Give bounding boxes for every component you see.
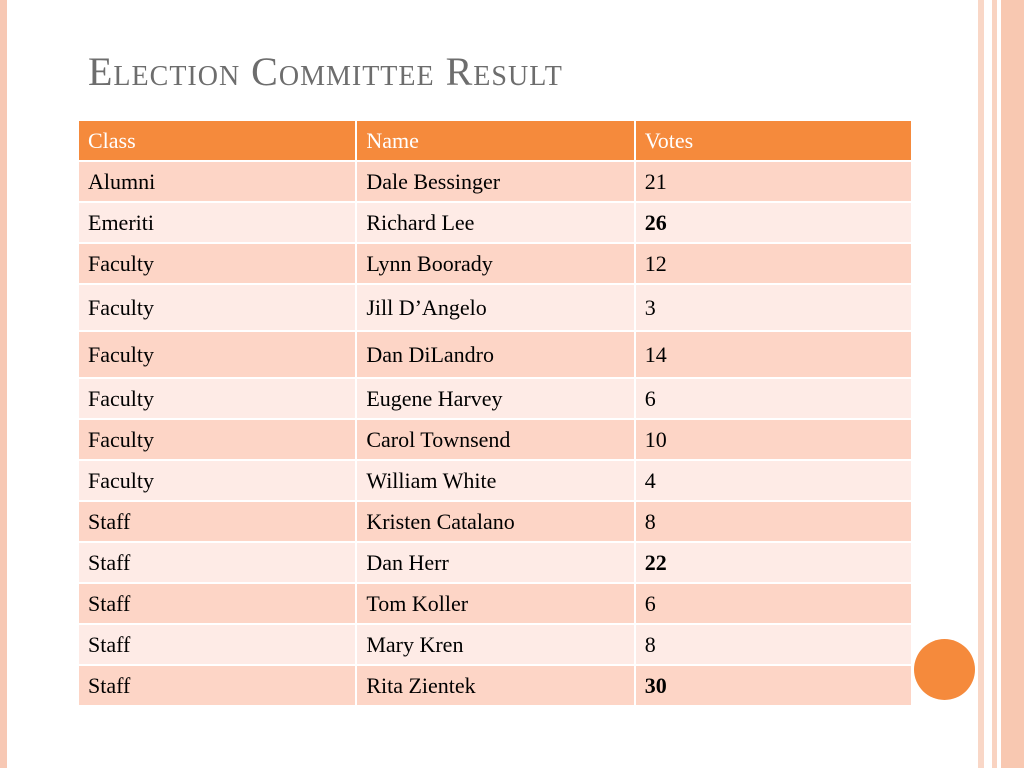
slide-title: Election Committee Result <box>88 49 563 94</box>
table-row: Staff Mary Kren 8 <box>76 623 914 666</box>
cell-name: Kristen Catalano <box>355 500 636 543</box>
table-row: Faculty Jill D’Angelo 3 <box>76 283 914 332</box>
table-row: Alumni Dale Bessinger 21 <box>76 160 914 203</box>
cell-votes: 3 <box>633 283 914 332</box>
cell-votes: 12 <box>633 242 914 285</box>
cell-votes: 14 <box>633 330 914 379</box>
cell-votes: 30 <box>633 664 914 707</box>
cell-class: Faculty <box>76 330 358 379</box>
cell-votes: 6 <box>633 582 914 625</box>
table-row: Emeriti Richard Lee 26 <box>76 201 914 244</box>
cell-name: William White <box>355 459 636 502</box>
header-votes: Votes <box>633 119 914 162</box>
header-class: Class <box>76 119 358 162</box>
cell-name: Mary Kren <box>355 623 636 666</box>
results-table: Class Name Votes Alumni Dale Bessinger 2… <box>76 119 914 707</box>
cell-name: Dan DiLandro <box>355 330 636 379</box>
table-row: Staff Rita Zientek 30 <box>76 664 914 707</box>
table-row: Staff Kristen Catalano 8 <box>76 500 914 543</box>
table-row: Faculty Carol Townsend 10 <box>76 418 914 461</box>
cell-votes: 21 <box>633 160 914 203</box>
cell-class: Staff <box>76 500 358 543</box>
cell-class: Staff <box>76 541 358 584</box>
cell-name: Rita Zientek <box>355 664 636 707</box>
cell-name: Lynn Boorady <box>355 242 636 285</box>
cell-class: Faculty <box>76 377 358 420</box>
cell-name: Carol Townsend <box>355 418 636 461</box>
cell-name: Eugene Harvey <box>355 377 636 420</box>
cell-name: Dale Bessinger <box>355 160 636 203</box>
cell-class: Faculty <box>76 283 358 332</box>
cell-votes: 26 <box>633 201 914 244</box>
cell-votes: 10 <box>633 418 914 461</box>
table-row: Faculty Dan DiLandro 14 <box>76 330 914 379</box>
cell-votes: 6 <box>633 377 914 420</box>
cell-class: Staff <box>76 623 358 666</box>
decorative-circle <box>914 639 975 700</box>
cell-name: Richard Lee <box>355 201 636 244</box>
cell-name: Tom Koller <box>355 582 636 625</box>
table-row: Staff Tom Koller 6 <box>76 582 914 625</box>
table-row: Faculty Lynn Boorady 12 <box>76 242 914 285</box>
cell-class: Staff <box>76 582 358 625</box>
cell-class: Emeriti <box>76 201 358 244</box>
right-border-stripes <box>978 0 1024 768</box>
cell-votes: 4 <box>633 459 914 502</box>
cell-class: Faculty <box>76 242 358 285</box>
table-row: Faculty Eugene Harvey 6 <box>76 377 914 420</box>
left-border-stripe <box>0 0 7 768</box>
cell-votes: 8 <box>633 500 914 543</box>
cell-class: Alumni <box>76 160 358 203</box>
cell-class: Staff <box>76 664 358 707</box>
table-row: Faculty William White 4 <box>76 459 914 502</box>
cell-votes: 22 <box>633 541 914 584</box>
table-header-row: Class Name Votes <box>76 119 914 162</box>
cell-class: Faculty <box>76 418 358 461</box>
table-row: Staff Dan Herr 22 <box>76 541 914 584</box>
cell-class: Faculty <box>76 459 358 502</box>
cell-votes: 8 <box>633 623 914 666</box>
header-name: Name <box>355 119 636 162</box>
cell-name: Dan Herr <box>355 541 636 584</box>
cell-name: Jill D’Angelo <box>355 283 636 332</box>
